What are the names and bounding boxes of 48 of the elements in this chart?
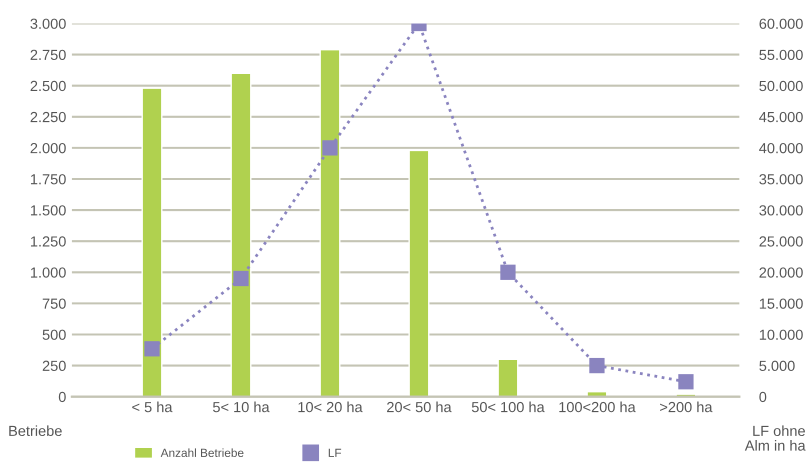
x-tick-label: 50< 100 ha bbox=[472, 402, 545, 412]
y2-tick-label: 60.000 bbox=[760, 18, 803, 29]
x-tick-label: >200 ha bbox=[660, 402, 712, 412]
y2-tick-label: 55.000 bbox=[759, 50, 803, 60]
bar bbox=[497, 358, 518, 397]
legend-label: Anzahl Betriebe bbox=[160, 448, 244, 458]
point bbox=[322, 140, 338, 156]
y-axis-title: Betriebe bbox=[9, 425, 62, 436]
y-tick-label: 2.000 bbox=[30, 142, 66, 154]
point bbox=[144, 341, 160, 356]
x-tick-label: 5< 10 ha bbox=[212, 402, 270, 412]
bar bbox=[230, 72, 252, 397]
y-tick-label: 2.500 bbox=[30, 80, 66, 92]
y-tick-label: 250 bbox=[42, 360, 66, 372]
y2-tick-label: 40.000 bbox=[759, 142, 803, 154]
y2-tick-label: 0 bbox=[759, 392, 766, 402]
point bbox=[678, 374, 694, 390]
y2-tick-label: 25.000 bbox=[760, 236, 803, 247]
y2-axis-title: LF ohne Alm in ha bbox=[744, 425, 806, 451]
y-tick-label: 2.750 bbox=[30, 50, 66, 60]
y2-tick-label: 10.000 bbox=[760, 330, 803, 340]
y-tick-label: 1.500 bbox=[30, 205, 66, 216]
y-tick-label: 3.000 bbox=[30, 18, 66, 29]
y2-tick-label: 15.000 bbox=[760, 298, 803, 309]
legend-label: LF bbox=[328, 448, 342, 457]
y-tick-label: 750 bbox=[42, 298, 66, 309]
point bbox=[500, 264, 516, 280]
bar bbox=[319, 48, 340, 397]
y2-tick-label: 20.000 bbox=[760, 267, 803, 278]
bar bbox=[142, 87, 162, 397]
y-tick-label: 1.250 bbox=[30, 236, 66, 247]
y2-tick-label: 50.000 bbox=[759, 80, 803, 92]
y2-tick-label: 5.000 bbox=[759, 360, 795, 372]
x-tick-label: < 5 ha bbox=[132, 402, 172, 412]
y2-tick-label: 35.000 bbox=[759, 174, 803, 184]
y-tick-label: 1.000 bbox=[30, 267, 66, 278]
bar bbox=[408, 150, 430, 397]
y-tick-label: 0 bbox=[58, 392, 66, 402]
point bbox=[589, 358, 605, 374]
y2-tick-label: 45.000 bbox=[759, 112, 803, 122]
y2-tick-label: 30.000 bbox=[759, 205, 803, 216]
x-tick-label: 10< 20 ha bbox=[298, 402, 363, 412]
x-tick-label: 100<200 ha bbox=[559, 402, 636, 412]
y-tick-label: 500 bbox=[42, 330, 66, 340]
y-tick-label: 2.250 bbox=[30, 112, 66, 122]
point bbox=[233, 270, 249, 286]
x-tick-label: 20< 50 ha bbox=[387, 402, 452, 412]
y-tick-label: 1.750 bbox=[30, 174, 66, 184]
